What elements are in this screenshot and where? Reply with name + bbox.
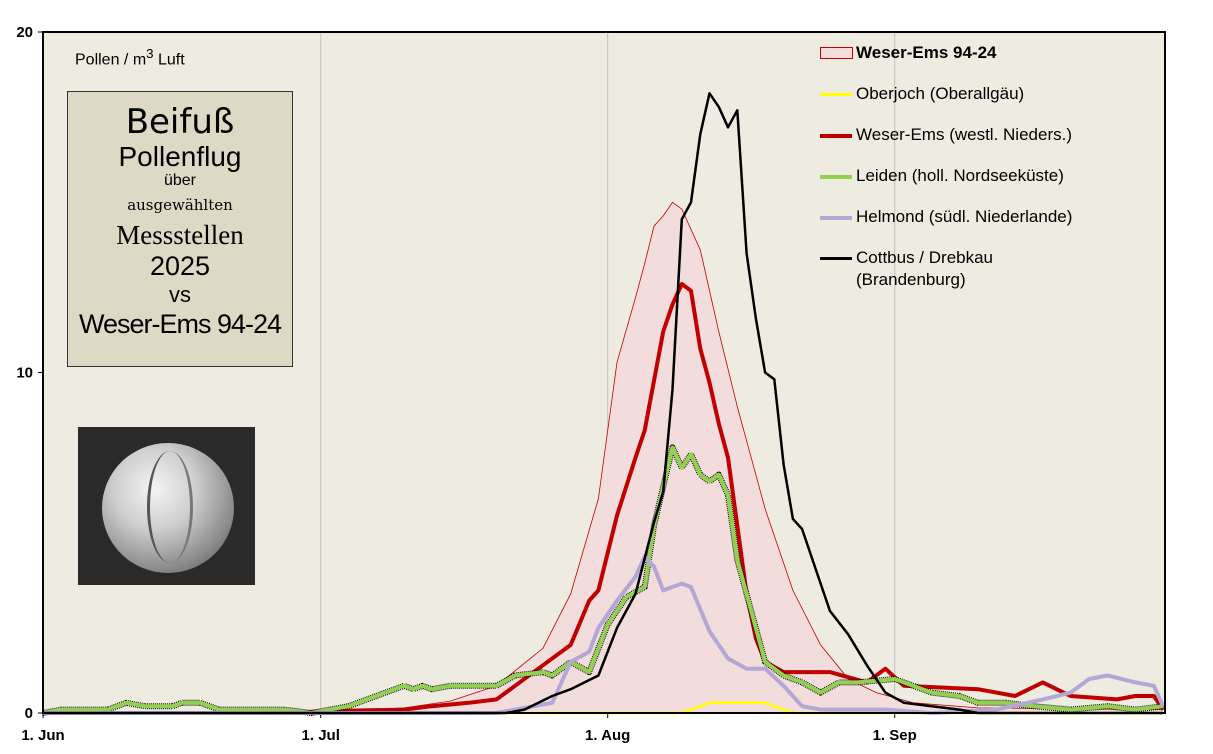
title-line: ausgewählten: [127, 196, 233, 214]
legend-label-line2: (Brandenburg): [856, 270, 966, 289]
unit-text-post: Luft: [153, 51, 185, 69]
x-tick-label: 1. Aug: [585, 727, 630, 744]
title-line: Messstellen: [116, 220, 244, 250]
x-tick-label: 1. Jun: [21, 727, 64, 744]
unit-text: Pollen / m: [75, 51, 147, 69]
y-tick-label: 0: [25, 705, 33, 722]
series-area-fill: [43, 202, 1164, 714]
legend-swatch: [820, 175, 852, 179]
title-line: Pollenflug: [118, 141, 242, 172]
legend-item: Cottbus / Drebkau (Brandenburg): [818, 247, 1072, 289]
pollen-grain-image: [102, 443, 234, 573]
legend-label: Weser-Ems (westl. Nieders.): [856, 125, 1072, 144]
legend-item: Leiden (holl. Nordseeküste): [818, 165, 1072, 206]
legend-item: Oberjoch (Oberallgäu): [818, 83, 1072, 124]
legend-item: Weser-Ems 94-24: [818, 42, 1072, 83]
pollen-grain-photo: [78, 427, 255, 585]
legend-item: Helmond (südl. Niederlande): [818, 206, 1072, 247]
series-line: [43, 554, 1165, 715]
legend-swatch: [820, 216, 852, 220]
legend-label: Helmond (südl. Niederlande): [856, 207, 1073, 226]
y-tick-label: 10: [16, 365, 33, 382]
x-tick-label: 1. Jul: [302, 727, 340, 744]
legend-swatch: [820, 257, 852, 260]
legend-item: Weser-Ems (westl. Nieders.): [818, 124, 1072, 165]
title-year: 2025: [149, 251, 211, 281]
title-box: Beifuß Pollenflug über ausgewählten Mess…: [67, 91, 293, 367]
y-unit-label: Pollen / m3 Luft: [75, 46, 185, 69]
title-plant: Beifuß: [125, 102, 235, 142]
legend-swatch: [820, 134, 852, 138]
y-tick-label: 20: [16, 24, 33, 41]
legend-swatch-area: [820, 47, 853, 59]
x-tick-label: 1. Sep: [873, 727, 917, 744]
title-line: vs: [169, 282, 191, 307]
plot-border: [42, 31, 1166, 714]
series-line: [43, 92, 1164, 715]
legend: Weser-Ems 94-24 Oberjoch (Oberallgäu) We…: [818, 42, 1072, 289]
legend-label: Cottbus / Drebkau: [856, 248, 994, 267]
series-line: [43, 282, 1165, 715]
legend-label: Leiden (holl. Nordseeküste): [856, 166, 1064, 185]
legend-label: Oberjoch (Oberallgäu): [856, 84, 1025, 103]
title-compare: Weser-Ems 94-24: [78, 309, 282, 339]
unit-superscript: 3: [146, 46, 154, 61]
legend-label: Weser-Ems 94-24: [856, 43, 997, 62]
title-line: über: [163, 172, 197, 189]
legend-swatch: [820, 93, 852, 96]
